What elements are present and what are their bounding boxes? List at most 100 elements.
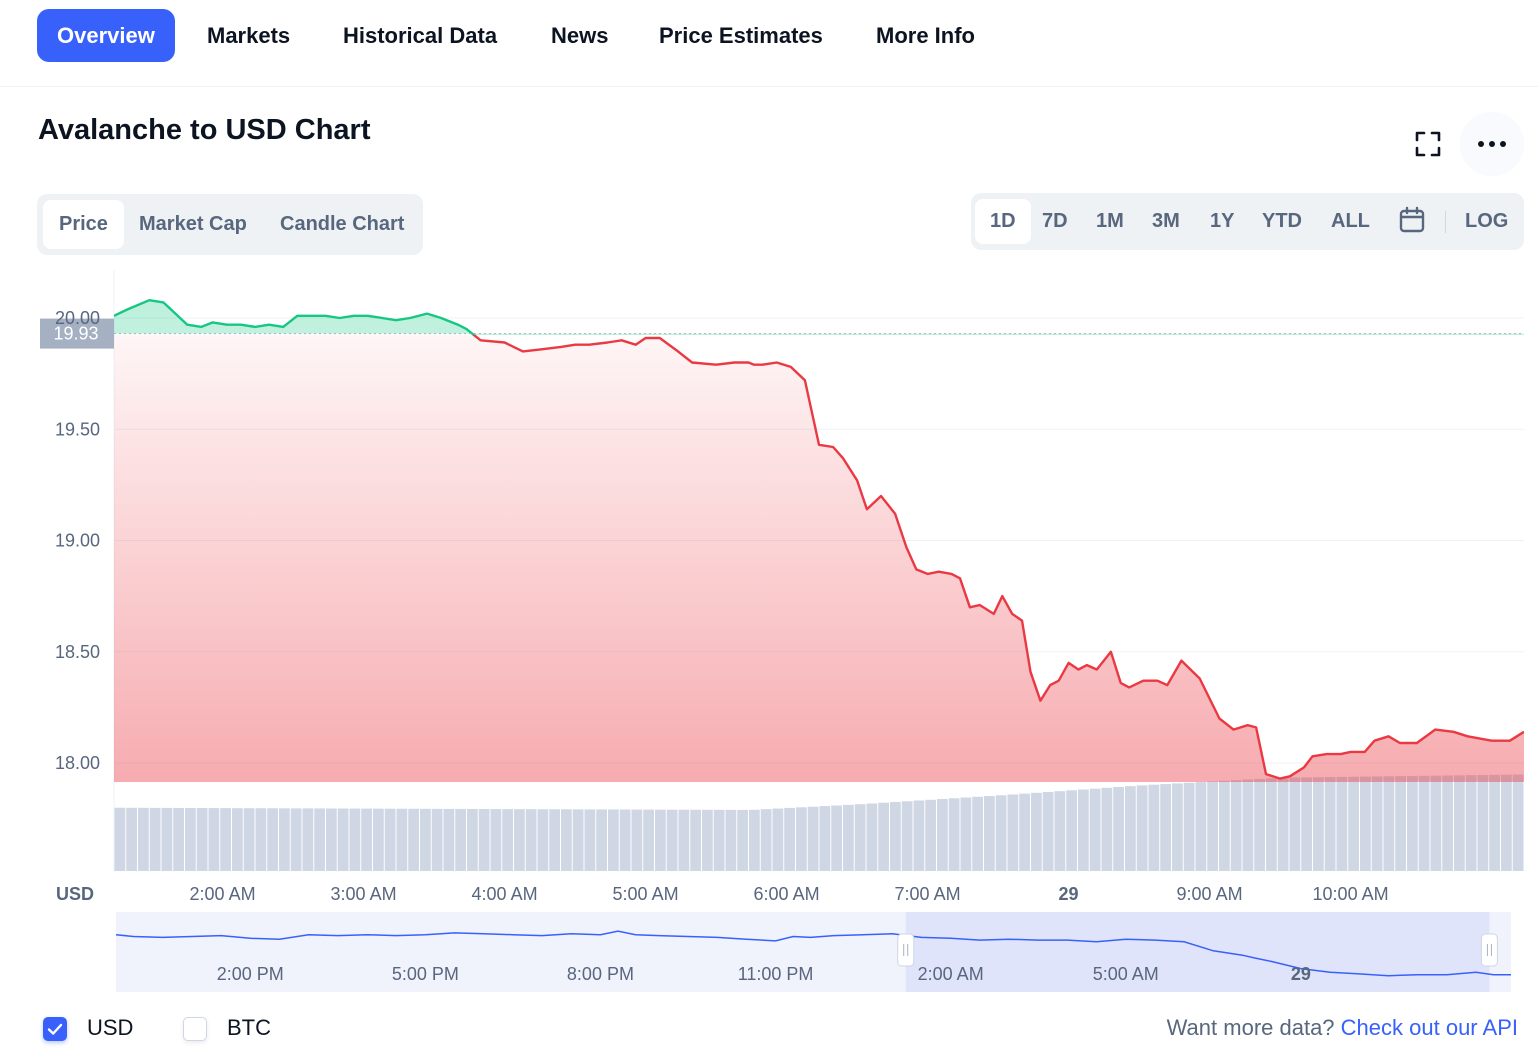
- api-link[interactable]: Check out our API: [1340, 1015, 1518, 1040]
- tab-historical-data[interactable]: Historical Data: [343, 23, 498, 48]
- volume-bar: [149, 807, 161, 871]
- y-tick-label: 19.00: [55, 531, 100, 551]
- volume-bar: [408, 808, 419, 871]
- volume-bar: [960, 797, 972, 871]
- tab-price-estimates[interactable]: Price Estimates: [659, 23, 823, 48]
- range-all[interactable]: ALL: [1331, 210, 1370, 232]
- tab-markets[interactable]: Markets: [207, 23, 291, 48]
- chart-type-price[interactable]: Price: [43, 200, 124, 249]
- volume-bar: [1042, 791, 1054, 871]
- calendar-button[interactable]: [1399, 206, 1425, 236]
- volume-bar: [843, 804, 854, 871]
- volume-bar: [1277, 777, 1289, 871]
- volume-bar: [173, 807, 184, 871]
- range-7d[interactable]: 7D: [1042, 210, 1068, 232]
- reference-badge: [40, 318, 114, 349]
- usd-label: USD: [87, 1015, 134, 1040]
- volume-bar: [349, 808, 361, 871]
- volume-bar: [243, 808, 255, 871]
- navigator-tick-label: 11:00 PM: [738, 964, 814, 984]
- volume-bar: [1195, 782, 1207, 871]
- calendar-icon: [1399, 206, 1425, 233]
- fullscreen-button[interactable]: [1408, 124, 1448, 164]
- volume-bar: [690, 809, 701, 871]
- volume-bar: [431, 808, 443, 871]
- volume-bar: [1430, 775, 1442, 871]
- fullscreen-icon: [1415, 131, 1441, 157]
- api-prompt: Want more data?: [1166, 1015, 1335, 1040]
- range-1y[interactable]: 1Y: [1210, 210, 1235, 232]
- volume-bar: [1301, 777, 1312, 871]
- volume-bar: [525, 809, 537, 871]
- more-options-button[interactable]: [1460, 112, 1524, 176]
- volume-bar: [596, 809, 607, 871]
- range-ytd[interactable]: YTD: [1262, 210, 1302, 232]
- volume-bar: [161, 807, 173, 871]
- tab-news[interactable]: News: [551, 23, 609, 48]
- range-1d[interactable]: 1D: [975, 199, 1031, 244]
- volume-bar: [1101, 787, 1113, 871]
- volume-bar: [373, 808, 384, 871]
- watermark-logo: [1283, 682, 1321, 720]
- navigator-tick-label: 5:00 AM: [1093, 964, 1159, 984]
- usd-checkbox[interactable]: [43, 1017, 67, 1041]
- tab-overview[interactable]: Overview: [37, 9, 175, 62]
- y-unit-label: USD: [56, 884, 94, 904]
- volume-bar: [1136, 785, 1148, 871]
- volume-bar: [1078, 789, 1089, 871]
- watermark-logo-mark: [1290, 693, 1314, 709]
- volume-bar: [1442, 775, 1453, 871]
- volume-bar: [114, 807, 126, 871]
- tab-more-info[interactable]: More Info: [876, 23, 975, 48]
- btc-checkbox[interactable]: [183, 1017, 207, 1041]
- volume-bar: [279, 808, 290, 871]
- volume-bar: [784, 807, 795, 871]
- volume-bar: [901, 801, 913, 871]
- x-tick-label: 6:00 AM: [754, 884, 820, 904]
- check-icon: [47, 1023, 63, 1035]
- range-divider: [1445, 211, 1446, 233]
- volume-bar: [619, 809, 631, 871]
- reference-price-label: 19.93: [53, 324, 98, 344]
- volume-bar: [666, 809, 678, 871]
- navigator-handle-right[interactable]: [1480, 933, 1498, 967]
- volume-bar: [1360, 776, 1371, 871]
- volume-bar: [1501, 774, 1512, 871]
- volume-bar: [326, 808, 337, 871]
- chart-type-candle[interactable]: Candle Chart: [280, 213, 405, 235]
- y-tick-label: 18.00: [55, 753, 100, 773]
- volume-bar: [1254, 778, 1265, 871]
- price-area-down: [114, 335, 1524, 782]
- log-scale-toggle[interactable]: LOG: [1465, 210, 1509, 232]
- navigator-handle-left[interactable]: [897, 933, 915, 967]
- volume-bar: [1348, 776, 1359, 871]
- volume-bar: [948, 798, 960, 871]
- api-promo: Want more data? Check out our API: [1167, 1015, 1518, 1041]
- btc-label: BTC: [227, 1015, 271, 1040]
- volume-bar: [1019, 793, 1030, 871]
- volume-bar: [138, 807, 149, 871]
- range-3m[interactable]: 3M: [1152, 210, 1180, 232]
- volume-bar: [1418, 775, 1430, 871]
- range-1m[interactable]: 1M: [1096, 210, 1124, 232]
- x-tick-label: 3:00 AM: [331, 884, 397, 904]
- y-tick-label: 20.00: [55, 308, 100, 328]
- price-line-up: [114, 299, 476, 335]
- volume-bar: [631, 809, 643, 871]
- volume-bar: [1266, 778, 1277, 871]
- volume-bar: [514, 809, 525, 871]
- volume-bar: [1395, 776, 1406, 871]
- navigator-background: [116, 912, 1511, 992]
- more-dots-icon: [1478, 141, 1506, 147]
- volume-bar: [584, 809, 596, 871]
- volume-bar: [196, 808, 208, 871]
- navigator-handle-body: [897, 933, 915, 967]
- volume-bar: [1324, 777, 1336, 871]
- volume-bar: [561, 809, 572, 871]
- chart-type-market-cap[interactable]: Market Cap: [139, 213, 247, 235]
- volume-bar: [713, 809, 725, 871]
- volume-bar: [1183, 782, 1195, 871]
- range-navigator[interactable]: 2:00 PM 5:00 PM 8:00 PM 11:00 PM 2:00 AM 5:00…: [115, 912, 1511, 992]
- x-tick-label: 4:00 AM: [472, 884, 538, 904]
